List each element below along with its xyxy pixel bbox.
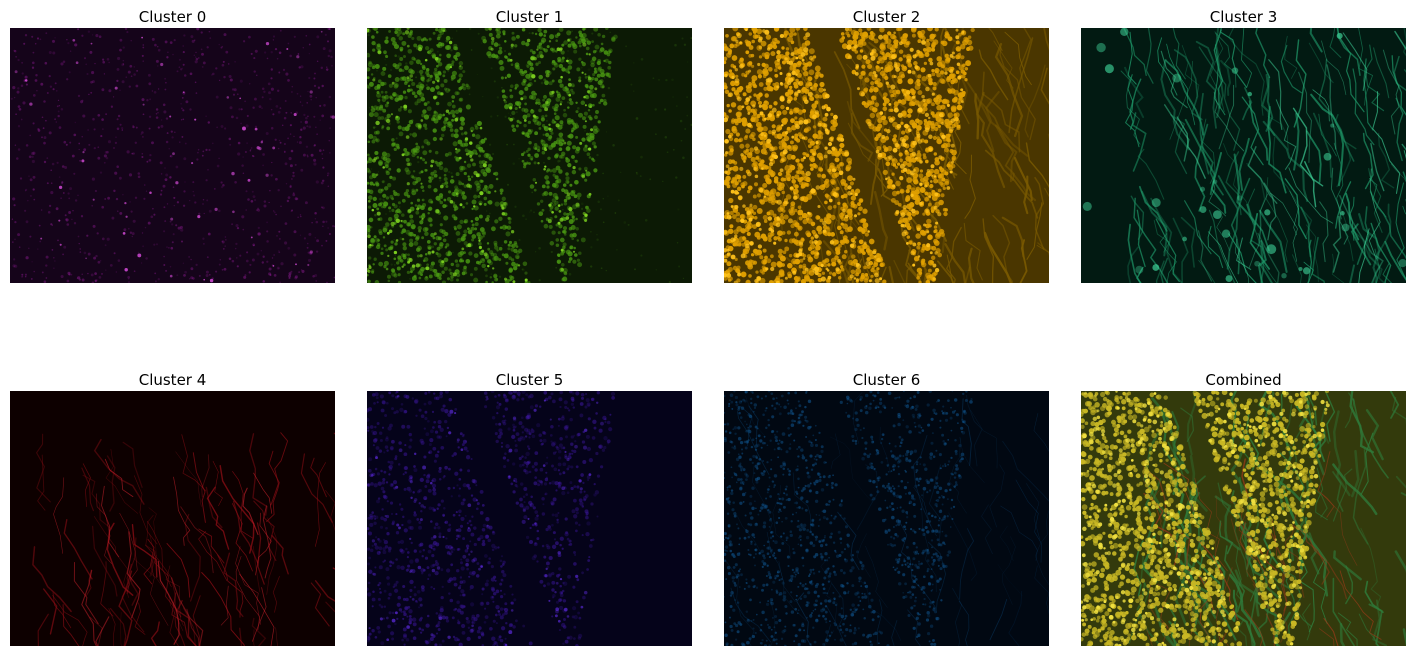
panel-title: Cluster 3 (1209, 8, 1278, 26)
panel-image (724, 391, 1049, 646)
panel-image (367, 28, 692, 283)
panel-image (1081, 391, 1406, 646)
panel-image (367, 391, 692, 646)
panel-title: Cluster 4 (138, 371, 207, 389)
panel-title: Cluster 6 (852, 371, 921, 389)
panel-image (10, 391, 335, 646)
panel-image (1081, 28, 1406, 283)
panel-title: Cluster 5 (495, 371, 564, 389)
panel-image (724, 28, 1049, 283)
panel-title: Cluster 2 (852, 8, 921, 26)
panel-title: Cluster 0 (138, 8, 207, 26)
panel-image (10, 28, 335, 283)
panel-title: Cluster 1 (495, 8, 564, 26)
panel-title: Combined (1205, 371, 1282, 389)
